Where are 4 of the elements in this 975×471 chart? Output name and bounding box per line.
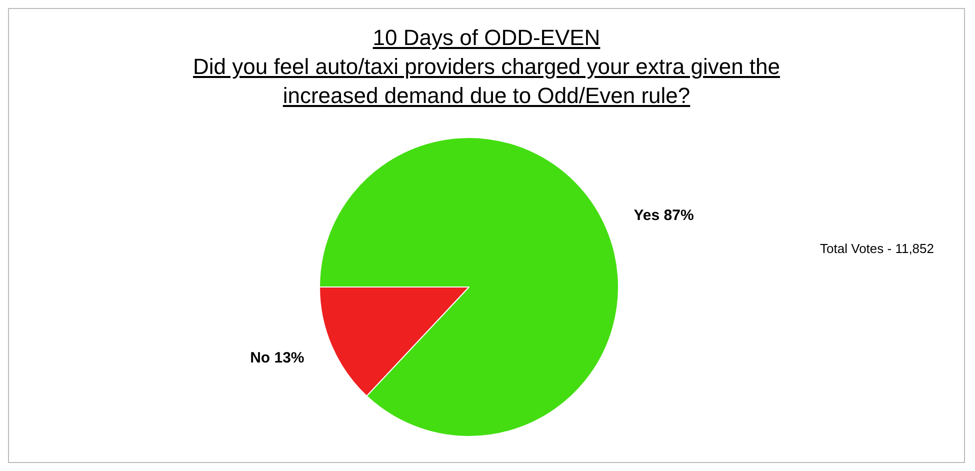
text: Total Votes - 11,852: [820, 241, 934, 256]
chart-title: 10 Days of ODD-EVEN Did you feel auto/taxi providers charged your extra given the increased demand due to Odd/Even rule?: [192, 24, 781, 110]
slice-label: Yes 87%: [634, 206, 694, 224]
slice-label: No 13%: [250, 349, 304, 366]
